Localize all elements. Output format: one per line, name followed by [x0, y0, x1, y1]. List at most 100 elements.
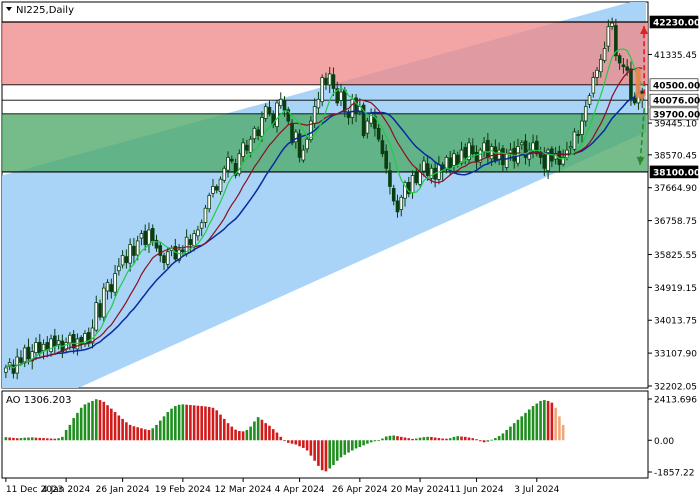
ao-bar: [170, 408, 173, 441]
ao-bar: [433, 437, 437, 441]
ao-bar: [226, 423, 230, 441]
ao-bar: [79, 407, 83, 441]
ao-bar: [64, 430, 68, 441]
ao-bar: [204, 406, 207, 441]
ao-bar: [445, 438, 448, 441]
candle-body: [211, 186, 215, 194]
candle-body: [591, 77, 596, 94]
candle-body: [34, 342, 38, 353]
ao-bar: [347, 440, 350, 453]
level-labels: 42230.00 40500.00 40076.00 39700.00 38100.00: [649, 15, 700, 178]
ao-bar: [238, 431, 241, 441]
ao-bar: [362, 440, 365, 446]
ao-bar: [422, 437, 426, 441]
candle-body: [45, 342, 50, 351]
ao-bar: [535, 403, 539, 441]
candle-body: [444, 156, 449, 170]
forecast-arrow-mid-head: [638, 93, 647, 102]
candle-body: [120, 254, 125, 266]
support-zone: [2, 113, 648, 172]
candle-body: [316, 98, 321, 109]
ao-bar: [53, 438, 57, 441]
candle-body: [275, 102, 279, 128]
candle-body: [561, 156, 565, 165]
candle-body: [128, 244, 132, 264]
candle-body: [248, 138, 253, 153]
ao-bar: [271, 429, 275, 441]
ao-bar: [509, 426, 512, 441]
candle-body: [486, 139, 490, 158]
candle-body: [4, 367, 8, 373]
candle-body: [301, 149, 306, 161]
candle-body: [117, 265, 121, 272]
candle-body: [105, 282, 110, 292]
ao-bar: [448, 438, 452, 441]
price-tick-label: 35825.55: [654, 251, 697, 261]
ao-bar: [275, 432, 279, 441]
forecast-arrows: [635, 25, 648, 166]
ao-bar: [543, 400, 546, 441]
price-tick-label: 34013.75: [654, 317, 697, 327]
candle-body: [154, 239, 159, 249]
candle-body: [602, 48, 607, 61]
candle-body: [414, 172, 419, 184]
ao-tick-label: 0.00: [654, 437, 674, 447]
candle-body: [56, 340, 61, 345]
candle-body: [271, 113, 276, 126]
candle-body: [339, 91, 343, 101]
ao-bar: [475, 439, 478, 441]
ao-bar: [162, 416, 166, 441]
ao-bar: [456, 436, 460, 441]
candle-body: [595, 69, 599, 78]
ao-bar: [94, 399, 98, 441]
ao-bar: [479, 440, 482, 442]
level-label: 40500.00: [653, 81, 700, 91]
price-tick-label: 38570.45: [654, 151, 697, 161]
candle-body: [233, 163, 238, 176]
price-chart: NI225,Daily 41335.45 39445.10 38570.45 3766…: [1, 1, 700, 393]
candle-body: [350, 98, 355, 118]
ao-bar: [140, 428, 143, 441]
candle-body: [75, 338, 80, 350]
ao-bar: [524, 412, 527, 441]
ao-bar: [294, 440, 298, 445]
candle-body: [113, 273, 117, 293]
ao-bar: [407, 438, 411, 441]
ao-bar: [42, 438, 45, 441]
ao-bar: [350, 440, 354, 451]
ao-bar: [177, 404, 181, 441]
candle-body: [369, 113, 373, 124]
ao-bar: [313, 440, 316, 461]
candle-body: [256, 129, 260, 137]
ao-bar: [527, 409, 531, 441]
sma-fast-line: [5, 48, 643, 369]
ao-bar: [392, 435, 396, 441]
level-label-box: [649, 93, 699, 107]
ao-bar: [4, 437, 8, 441]
ao-bar: [19, 438, 23, 441]
ao-bar: [501, 433, 505, 441]
ao-bar: [207, 406, 211, 441]
time-tick-label: 11 Dec 2023: [6, 485, 64, 495]
ao-bar: [98, 400, 102, 441]
ao-bar: [384, 436, 388, 441]
candle-body: [599, 58, 603, 73]
candle-body: [218, 178, 223, 193]
candle-body: [312, 106, 317, 124]
ao-label: AO 1306.203: [6, 395, 71, 406]
ao-bar: [155, 424, 158, 441]
ao-bar: [181, 404, 185, 441]
dropdown-triangle-icon[interactable]: [6, 7, 12, 11]
candle-body: [621, 64, 626, 68]
candle-body: [305, 138, 309, 150]
ao-bar: [106, 405, 109, 441]
ao-bar: [87, 402, 91, 441]
ao-bar: [463, 436, 467, 441]
candle-body: [376, 128, 381, 140]
ao-bar: [388, 435, 392, 441]
candle-body: [331, 74, 336, 89]
ao-bar: [256, 417, 260, 441]
time-tick-label: 19 Feb 2024: [155, 485, 211, 495]
candle-body: [580, 120, 584, 135]
candle-body: [380, 140, 385, 155]
